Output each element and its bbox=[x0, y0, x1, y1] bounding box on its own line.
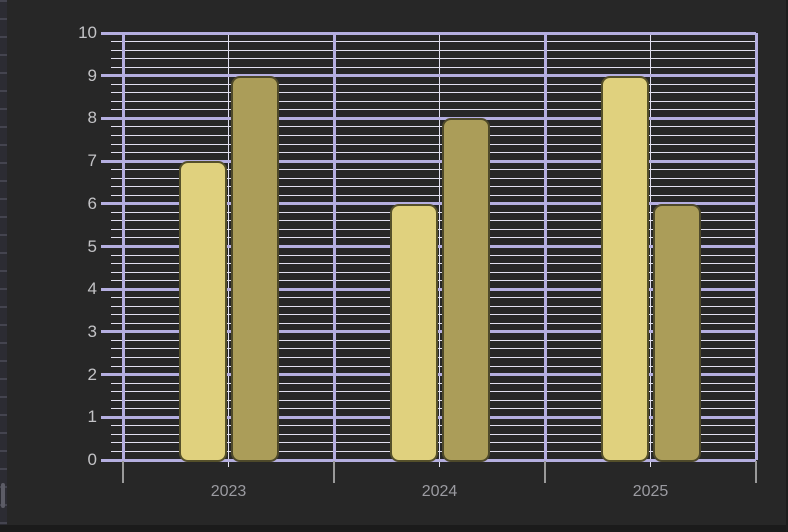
minor-gridline-horizontal bbox=[111, 152, 756, 154]
minor-gridline-horizontal bbox=[111, 100, 756, 102]
y-axis-tick-label: 5 bbox=[87, 236, 97, 256]
bar-series-2-2024 bbox=[441, 118, 490, 462]
minor-gridline-horizontal bbox=[111, 186, 756, 188]
x-axis-minor-tick bbox=[650, 461, 651, 467]
y-axis-tick-label: 7 bbox=[87, 151, 97, 171]
major-gridline-vertical bbox=[121, 33, 125, 460]
minor-gridline-horizontal bbox=[111, 126, 756, 128]
bar-series-1-2025 bbox=[600, 75, 649, 462]
bar-series-2-2023 bbox=[230, 75, 279, 462]
minor-gridline-horizontal bbox=[111, 143, 756, 145]
major-gridline-vertical bbox=[754, 33, 758, 460]
major-gridline-vertical bbox=[332, 33, 336, 460]
major-gridline-vertical bbox=[543, 33, 547, 460]
minor-gridline-horizontal bbox=[111, 49, 756, 51]
x-axis-major-tick bbox=[122, 461, 124, 483]
y-axis-tick-label: 3 bbox=[87, 321, 97, 341]
major-gridline-horizontal bbox=[101, 159, 756, 163]
bar-series-2-2025 bbox=[652, 203, 701, 462]
left-scrollbar-track bbox=[0, 0, 7, 525]
left-scrollbar-thumb[interactable] bbox=[1, 483, 5, 508]
x-axis-label: 2025 bbox=[632, 483, 669, 500]
y-axis-tick-label: 8 bbox=[87, 108, 97, 128]
x-axis-major-tick bbox=[544, 461, 546, 483]
y-axis-tick-label: 2 bbox=[87, 364, 97, 384]
minor-gridline-horizontal bbox=[111, 83, 756, 85]
minor-gridline-horizontal bbox=[111, 41, 756, 43]
bar-series-1-2023 bbox=[178, 161, 227, 462]
minor-gridline-horizontal bbox=[111, 169, 756, 171]
minor-gridline-horizontal bbox=[111, 92, 756, 94]
y-axis-tick-label: 9 bbox=[87, 65, 97, 85]
minor-gridline-horizontal bbox=[111, 194, 756, 196]
y-axis-tick-label: 4 bbox=[87, 279, 97, 299]
x-axis-minor-tick bbox=[228, 461, 229, 467]
minor-gridline-horizontal bbox=[111, 134, 756, 136]
x-axis-minor-tick bbox=[439, 461, 440, 467]
major-gridline-horizontal bbox=[101, 31, 756, 35]
y-axis-tick-label: 10 bbox=[78, 23, 97, 42]
minor-gridline-horizontal bbox=[111, 177, 756, 179]
minor-gridline-horizontal bbox=[111, 58, 756, 60]
bar-series-1-2024 bbox=[389, 203, 438, 462]
major-gridline-horizontal bbox=[101, 116, 756, 120]
y-axis-tick-label: 0 bbox=[87, 450, 97, 469]
window-bottom-edge bbox=[0, 525, 788, 532]
y-axis-tick-label: 6 bbox=[87, 193, 97, 213]
x-axis-label: 2023 bbox=[210, 483, 247, 500]
y-axis-tick-label: 1 bbox=[87, 407, 97, 427]
window-right-edge bbox=[786, 0, 788, 532]
major-gridline-horizontal bbox=[101, 74, 756, 78]
x-axis-major-tick bbox=[333, 461, 335, 483]
minor-gridline-horizontal bbox=[111, 66, 756, 68]
x-axis-major-tick bbox=[755, 461, 757, 483]
x-axis-label: 2024 bbox=[421, 483, 458, 500]
minor-gridline-horizontal bbox=[111, 109, 756, 111]
